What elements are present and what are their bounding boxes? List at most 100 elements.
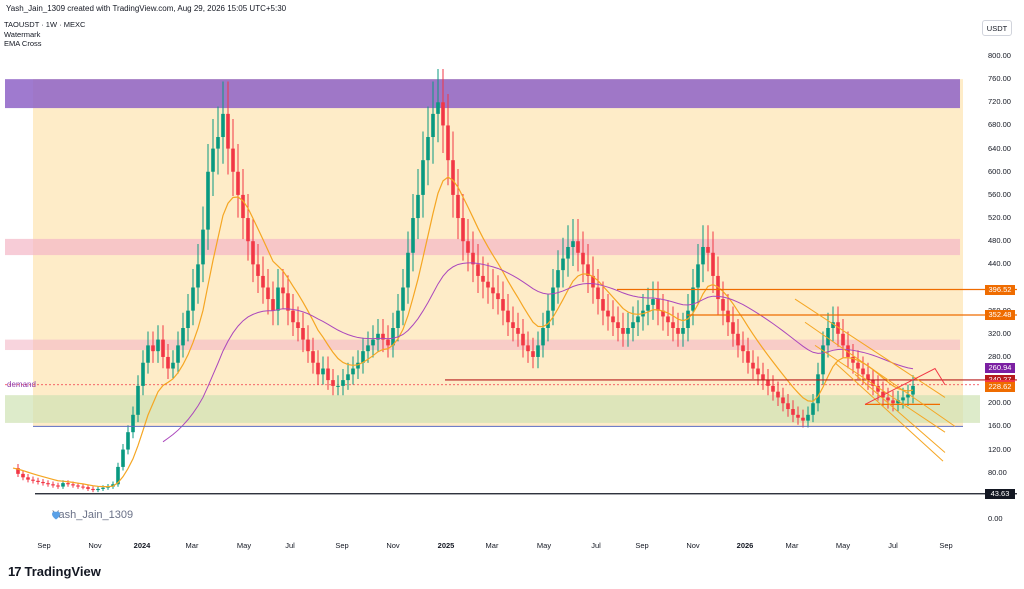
candle: [336, 385, 340, 387]
candle: [561, 258, 565, 271]
candle: [231, 148, 235, 172]
candle: [496, 293, 500, 300]
price-tick: 600.00: [988, 166, 1011, 176]
watermark-indicator[interactable]: Watermark: [4, 29, 41, 39]
candle: [391, 328, 395, 346]
price-tick: 520.00: [988, 213, 1011, 223]
candle: [891, 400, 895, 404]
channel-line: [814, 344, 946, 433]
candle: [306, 339, 310, 352]
currency-button[interactable]: USDT: [982, 20, 1012, 36]
candle: [621, 328, 625, 334]
candle: [606, 310, 610, 317]
candle: [271, 299, 275, 311]
candle: [486, 281, 490, 288]
price-tick: 800.00: [988, 51, 1011, 60]
candle: [516, 328, 520, 334]
channel-line: [854, 373, 946, 453]
candle: [806, 414, 810, 421]
candle: [681, 328, 685, 334]
price-tick: 640.00: [988, 143, 1011, 153]
candle: [456, 194, 460, 219]
price-tag: 352.48: [985, 310, 1015, 320]
chart-area[interactable]: [5, 16, 1017, 554]
candle: [211, 148, 215, 172]
candle: [646, 304, 650, 311]
breakout-line: [864, 367, 946, 405]
ema-slow-line: [162, 262, 914, 443]
candle: [626, 328, 630, 334]
candle: [96, 488, 100, 491]
candle: [16, 468, 20, 474]
candle: [141, 362, 145, 386]
candle: [551, 287, 555, 311]
candle: [841, 333, 845, 346]
candle: [781, 397, 785, 404]
candle: [771, 385, 775, 392]
candle: [116, 466, 120, 485]
candle: [71, 484, 75, 486]
candle: [731, 322, 735, 334]
candle: [851, 356, 855, 363]
candle: [311, 351, 315, 363]
candles-layer: [16, 68, 915, 493]
candle: [241, 194, 245, 219]
candle: [901, 397, 905, 401]
candle: [341, 380, 345, 386]
candle: [511, 322, 515, 329]
candle: [706, 246, 710, 253]
candle: [661, 310, 665, 317]
price-tick: 680.00: [988, 120, 1011, 130]
candle: [131, 414, 135, 433]
logo-text: TradingView: [24, 564, 101, 579]
candle: [836, 322, 840, 334]
candle: [166, 356, 170, 369]
candle: [86, 487, 90, 489]
candle: [316, 362, 320, 375]
candle: [856, 362, 860, 369]
candle: [591, 275, 595, 288]
price-tick: 560.00: [988, 189, 1011, 199]
candle: [766, 380, 770, 386]
price-chart[interactable]: [5, 16, 1017, 554]
candle: [676, 328, 680, 334]
candle: [221, 113, 225, 138]
time-tick: Nov: [88, 541, 102, 550]
time-tick: Jul: [888, 541, 898, 550]
time-tick: May: [236, 541, 252, 550]
candle: [36, 480, 40, 482]
candle: [526, 345, 530, 352]
candle: [56, 485, 60, 487]
candle: [756, 368, 760, 375]
tradingview-logo[interactable]: 17 TradingView: [8, 564, 101, 579]
candle: [381, 333, 385, 340]
candle: [566, 246, 570, 259]
price-tick: 0.00: [988, 514, 1003, 523]
price-tick: 720.00: [988, 97, 1011, 107]
time-tick: Mar: [185, 541, 199, 550]
candle: [811, 403, 815, 415]
price-tick: 480.00: [988, 236, 1011, 246]
price-tag: 43.63: [985, 488, 1015, 499]
candle: [531, 351, 535, 357]
time-tick: Sep: [37, 541, 51, 550]
candle: [861, 368, 865, 375]
candle: [801, 417, 805, 421]
candle: [196, 264, 200, 288]
time-tick: Mar: [485, 541, 499, 550]
candle: [371, 339, 375, 346]
candle: [171, 362, 175, 369]
candle: [251, 241, 255, 265]
symbol-info[interactable]: TAOUSDT · 1W · MEXC: [4, 20, 86, 29]
time-tick: May: [536, 541, 552, 550]
candle: [711, 252, 715, 276]
candle: [451, 160, 455, 195]
candle: [571, 241, 575, 247]
zones-layer: [5, 79, 980, 427]
candle: [881, 391, 885, 398]
ema-cross-indicator[interactable]: EMA Cross: [4, 39, 42, 48]
candle: [616, 322, 620, 329]
price-tick: 80.00: [988, 467, 1007, 477]
candle: [206, 171, 210, 230]
demand-zone: [5, 395, 980, 423]
